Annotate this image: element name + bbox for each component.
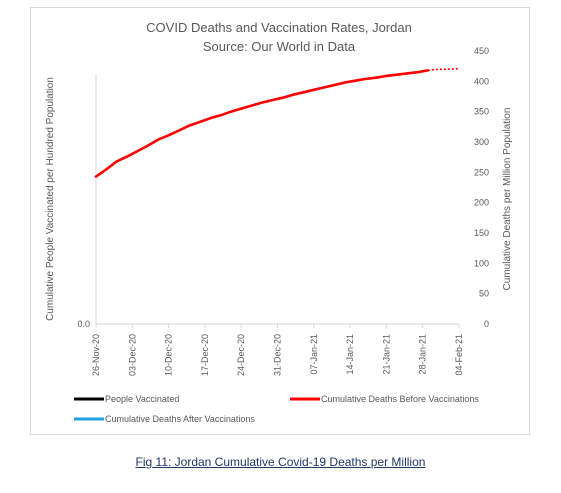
right-tick-label: 100: [474, 258, 489, 268]
right-tick-label: 150: [474, 228, 489, 238]
x-tick-label: 10-Dec-20: [164, 334, 174, 376]
x-tick-label: 24-Dec-20: [236, 334, 246, 376]
right-tick-label: 450: [474, 46, 489, 56]
left-axis-title: Cumulative People Vaccinated per Hundred…: [45, 77, 56, 321]
x-tick-label: 14-Jan-21: [345, 334, 355, 375]
x-tick-label: 03-Dec-20: [127, 334, 137, 376]
x-tick-label: 26-Nov-20: [91, 334, 101, 376]
right-tick-label: 0: [484, 319, 489, 329]
x-tick-label: 07-Jan-21: [309, 334, 319, 375]
right-tick-label: 400: [474, 76, 489, 86]
x-tick-label: 31-Dec-20: [273, 334, 283, 376]
legend-label: Cumulative Deaths Before Vaccinations: [321, 394, 479, 404]
chart-frame: COVID Deaths and Vaccination Rates, Jord…: [30, 7, 530, 435]
chart: COVID Deaths and Vaccination Rates, Jord…: [45, 20, 513, 424]
chart-title: COVID Deaths and Vaccination Rates, Jord…: [146, 20, 412, 35]
series-line-deaths-before: [94, 69, 430, 178]
series-line-projection: [427, 67, 460, 72]
legend-label: People Vaccinated: [105, 394, 179, 404]
right-tick-label: 350: [474, 107, 489, 117]
left-tick-label: 0.0: [77, 319, 90, 329]
x-tick-label: 21-Jan-21: [381, 334, 391, 375]
x-tick-label: 17-Dec-20: [200, 334, 210, 376]
chart-subtitle: Source: Our World in Data: [203, 39, 356, 54]
figure-caption: Fig 11: Jordan Cumulative Covid-19 Death…: [135, 455, 426, 469]
right-tick-label: 50: [479, 289, 489, 299]
right-tick-label: 300: [474, 137, 489, 147]
right-axis-title: Cumulative Deaths per Million Population: [502, 108, 513, 291]
right-tick-label: 200: [474, 198, 489, 208]
legend-label: Cumulative Deaths After Vaccinations: [105, 414, 255, 424]
x-tick-label: 04-Feb-21: [454, 334, 464, 376]
right-tick-label: 250: [474, 167, 489, 177]
x-tick-label: 28-Jan-21: [418, 334, 428, 375]
